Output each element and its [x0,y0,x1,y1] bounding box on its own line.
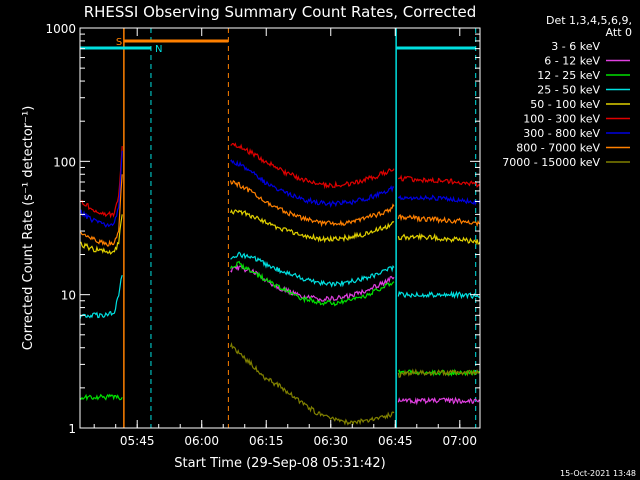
x-tick-label-0: 05:45 [120,434,155,448]
series-line-6-segment-0 [79,150,123,228]
series-line-8-segment-0 [229,342,395,426]
series-line-3-segment-2 [397,290,481,300]
legend-header-0: Det 1,3,4,5,6,9, [546,14,632,27]
series-line-2-segment-0 [79,393,123,402]
series-line-7-segment-2 [397,213,481,228]
series-line-7-segment-0 [79,174,123,247]
y-tick-label-3: 1000 [45,22,76,36]
y-tick-label-2: 100 [53,155,76,169]
y-tick-label-0: 1 [68,422,76,436]
flag-label-n: N [155,44,162,55]
series-line-4-segment-0 [79,214,123,255]
footer-timestamp: 15-Oct-2021 13:48 [560,469,636,478]
x-tick-label-3: 06:30 [313,434,348,448]
x-tick-label-4: 06:45 [378,434,413,448]
x-axis-label: Start Time (29-Sep-08 05:31:42) [174,456,385,471]
x-tick-label-5: 07:00 [442,434,477,448]
series-line-7-segment-1 [229,180,395,228]
series-line-6-segment-2 [397,194,481,207]
flag-label-s: S [116,37,122,48]
plot-area: SN [79,28,481,428]
y-axis-label: Corrected Count Rate (s⁻¹ detector⁻¹) [21,106,36,351]
plot-frame [79,27,481,429]
x-tick-label-2: 06:15 [249,434,284,448]
legend-label-8: 7000 - 15000 keV [502,156,600,169]
series-line-8-segment-1 [397,368,481,378]
series-line-6-segment-1 [230,159,395,208]
legend-header-1: Att 0 [606,26,632,39]
series-line-2-segment-1 [229,260,395,307]
y-axis: 1 10 100 1000 [45,22,480,436]
y-tick-label-1: 10 [61,289,76,303]
chart-title: RHESSI Observing Summary Count Rates, Co… [84,3,477,21]
legend-label-7: 800 - 7000 keV [516,142,600,155]
series-line-0-segment-1 [229,292,395,347]
series-line-4-segment-1 [229,209,395,244]
legend-label-3: 25 - 50 keV [537,84,600,97]
series-line-5-segment-1 [230,142,395,190]
legend-label-1: 6 - 12 keV [544,55,600,68]
legend-label-4: 50 - 100 keV [530,98,600,111]
series-line-5-segment-0 [79,146,123,219]
series-line-1-segment-0 [230,263,395,303]
legend-label-0: 3 - 6 keV [551,40,600,53]
legend-label-2: 12 - 25 keV [537,69,600,82]
series-line-4-segment-2 [397,232,481,246]
legend: Det 1,3,4,5,6,9,Att 0 3 - 6 keV 6 - 12 keV… [502,14,632,169]
series-line-3-segment-0 [79,275,123,320]
series-line-5-segment-2 [397,174,481,188]
legend-label-6: 300 - 800 keV [523,127,600,140]
legend-label-5: 100 - 300 keV [523,113,600,126]
x-tick-label-1: 06:00 [184,434,219,448]
series-line-3-segment-1 [230,251,395,288]
x-axis: 05:45 06:00 06:15 06:30 06:45 07:00 [93,28,477,448]
series-line-1-segment-1 [397,396,481,406]
